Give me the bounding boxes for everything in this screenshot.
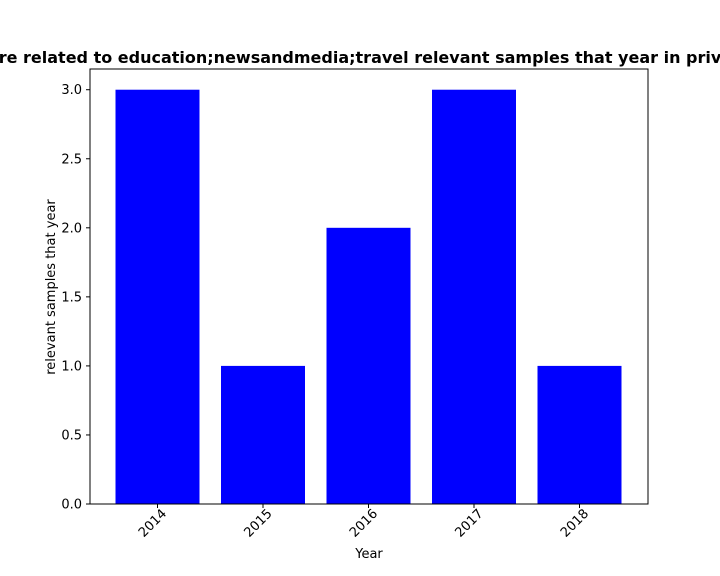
bar-2017 [432,89,516,504]
bar-2018 [537,365,622,504]
y-tick-label-2: 1.0 [61,359,82,374]
x-axis-label: Year [354,547,383,562]
x-tick-label-2017: 2017 [453,507,487,541]
x-tick-label-2014: 2014 [136,507,170,541]
y-tick-label-4: 2.0 [61,221,82,236]
y-tick-label-3: 1.5 [61,290,82,305]
y-tick-label-0: 0.0 [61,498,82,513]
y-tick-label-6: 3.0 [61,83,82,98]
y-axis: 0.0 0.5 1.0 1.5 2.0 2.5 3.0 [61,83,90,513]
y-tick-label-5: 2.5 [61,152,82,167]
x-tick-label-2018: 2018 [558,507,592,541]
x-tick-label-2016: 2016 [347,507,381,541]
chart-title: re related to education;newsandmedia;tra… [0,48,720,67]
x-tick-label-2015: 2015 [242,507,276,541]
x-axis: 2014 2015 2016 2017 2018 [136,504,592,541]
y-tick-label-1: 0.5 [61,428,82,443]
bar-2016 [326,227,411,505]
bar-2015 [221,365,305,504]
y-axis-label: relevant samples that year [44,199,59,375]
bars-group [115,89,622,505]
bar-2014 [115,89,200,504]
